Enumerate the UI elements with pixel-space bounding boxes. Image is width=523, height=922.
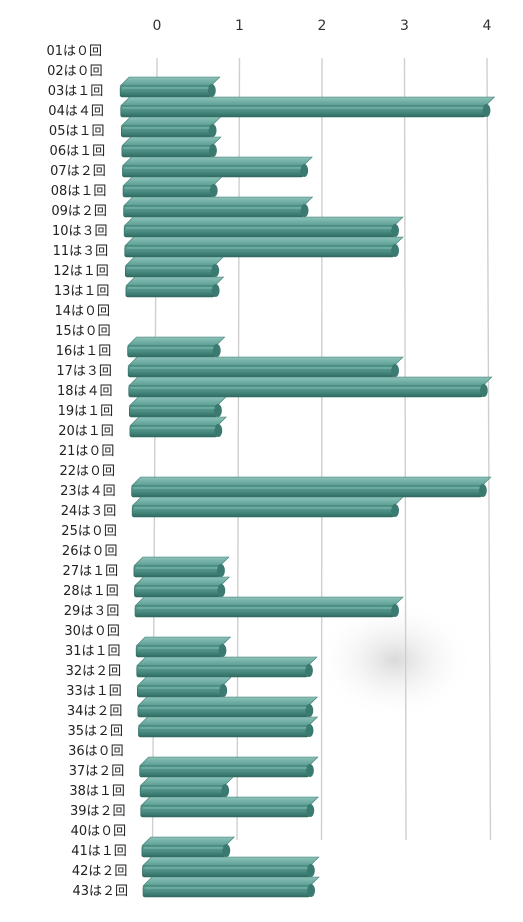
category-label: 43は２回 <box>72 884 128 899</box>
bar <box>128 396 227 418</box>
category-label: 29は３回 <box>64 604 120 619</box>
bar <box>127 376 493 398</box>
category-label: 36は０回 <box>68 744 124 759</box>
category-label: 14は０回 <box>55 304 111 319</box>
bar <box>121 136 222 158</box>
x-tick-label: 2 <box>318 18 327 34</box>
category-label: 40は０回 <box>71 824 127 839</box>
bar <box>134 596 404 618</box>
bar <box>124 256 224 278</box>
category-label: 31は１回 <box>65 644 121 659</box>
chart-shadow <box>315 600 475 720</box>
bar <box>119 96 496 118</box>
category-label: 17は３回 <box>56 364 112 379</box>
bar <box>136 676 232 698</box>
category-label: 10は３回 <box>52 224 108 239</box>
bar <box>123 216 404 238</box>
category-label: 20は１回 <box>58 424 114 439</box>
bar <box>135 636 232 658</box>
bar <box>133 556 230 578</box>
category-labels: 01は０回 02は０回 03は１回 04は４回 05は１回 06は１回 07は２回 08は１回… <box>46 44 128 899</box>
category-label: 39は２回 <box>70 804 126 819</box>
category-label: 05は１回 <box>49 124 105 139</box>
category-label: 06は１回 <box>50 144 106 159</box>
category-label: 33は１回 <box>66 684 122 699</box>
bar <box>122 176 223 198</box>
category-label: 13は１回 <box>54 284 110 299</box>
category-label: 28は１回 <box>63 584 119 599</box>
bar <box>129 416 227 438</box>
category-label: 07は２回 <box>50 164 106 179</box>
category-label: 37は２回 <box>69 764 125 779</box>
category-label: 08は１回 <box>51 184 107 199</box>
bars <box>119 76 496 898</box>
bar <box>141 856 320 878</box>
category-label: 30は０回 <box>64 624 120 639</box>
bar <box>135 656 318 678</box>
bar <box>126 336 226 358</box>
category-label: 03は１回 <box>48 84 104 99</box>
bar <box>137 716 319 738</box>
bar <box>139 796 319 818</box>
category-label: 04は４回 <box>48 104 104 119</box>
category-label: 32は２回 <box>66 664 122 679</box>
bar <box>139 776 234 798</box>
category-label: 22は０回 <box>59 464 115 479</box>
grid-line <box>403 57 407 841</box>
x-axis-ticks: 0 1 2 3 4 <box>153 18 492 34</box>
bar <box>141 836 235 858</box>
x-tick-label: 0 <box>153 18 162 34</box>
grid-line <box>486 57 492 841</box>
bar <box>123 236 404 258</box>
x-tick-label: 1 <box>235 18 244 34</box>
category-label: 12は１回 <box>53 264 109 279</box>
category-label: 24は３回 <box>61 504 117 519</box>
bar <box>120 116 222 138</box>
bar <box>125 276 225 298</box>
category-label: 26は０回 <box>62 544 118 559</box>
category-label: 35は２回 <box>68 724 124 739</box>
category-label: 42は２回 <box>72 864 128 879</box>
x-tick-label: 3 <box>400 18 409 34</box>
category-label: 38は１回 <box>69 784 125 799</box>
category-label: 19は１回 <box>58 404 114 419</box>
bar <box>122 196 314 218</box>
bar <box>130 476 492 498</box>
category-label: 11は３回 <box>53 244 109 259</box>
category-label: 02は０回 <box>47 64 103 79</box>
bar <box>142 876 320 898</box>
category-label: 23は４回 <box>60 484 116 499</box>
bar <box>127 356 404 378</box>
category-label: 01は０回 <box>46 44 102 59</box>
bar <box>119 76 221 98</box>
category-label: 18は４回 <box>57 384 113 399</box>
bar <box>133 576 231 598</box>
bar <box>137 696 319 718</box>
bar <box>121 156 313 178</box>
category-label: 25は０回 <box>61 524 117 539</box>
bar <box>138 756 319 778</box>
category-label: 27は１回 <box>63 564 119 579</box>
category-label: 16は１回 <box>56 344 112 359</box>
x-tick-label: 4 <box>483 18 492 34</box>
bar <box>131 496 404 518</box>
category-label: 09は２回 <box>51 204 107 219</box>
category-label: 34は２回 <box>67 704 123 719</box>
category-label: 41は１回 <box>71 844 127 859</box>
category-label: 21は０回 <box>59 444 115 459</box>
category-label: 15は０回 <box>55 324 111 339</box>
